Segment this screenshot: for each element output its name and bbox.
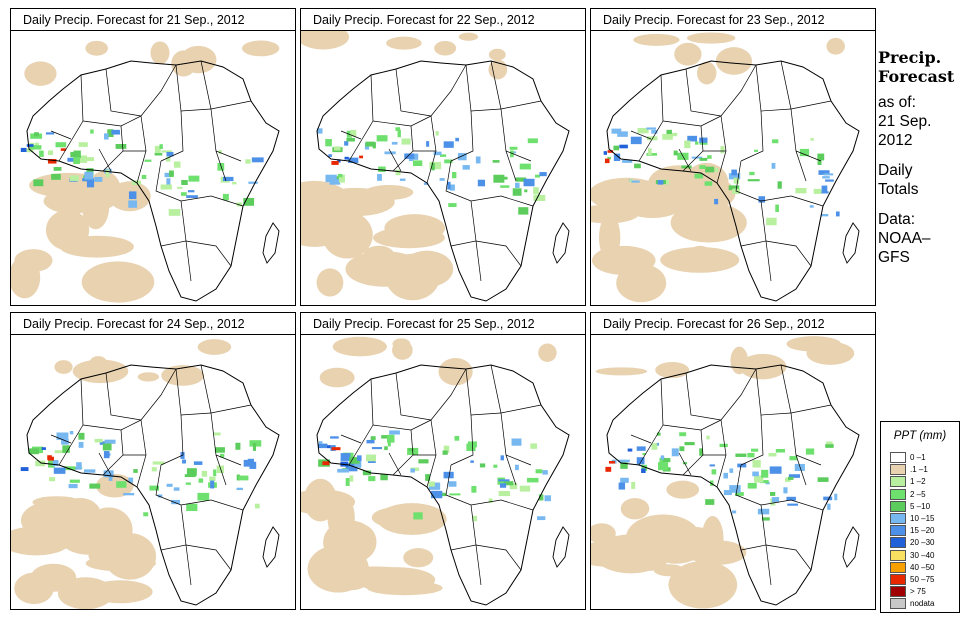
legend-swatch bbox=[890, 513, 906, 524]
legend-item: 1 –2 bbox=[890, 476, 958, 488]
asof-line1: as of: bbox=[878, 94, 916, 111]
forecast-panel-2: Daily Precip. Forecast for 22 Sep., 2012 bbox=[300, 8, 586, 306]
legend-label: 50 –75 bbox=[910, 575, 935, 584]
data-line3: GFS bbox=[878, 249, 910, 266]
legend-item: 10 –15 bbox=[890, 513, 958, 524]
legend-item: 15 –20 bbox=[890, 525, 958, 537]
legend-item: 5 –10 bbox=[890, 500, 958, 512]
heading-line1: Precip. bbox=[878, 48, 942, 67]
panel-title: Daily Precip. Forecast for 21 Sep., 2012 bbox=[11, 9, 295, 31]
legend-swatch bbox=[890, 598, 906, 610]
legend-item: 0 –1 bbox=[890, 452, 958, 463]
legend-label: nodata bbox=[910, 599, 935, 609]
legend-label: > 75 bbox=[910, 587, 926, 597]
forecast-panel-1: Daily Precip. Forecast for 21 Sep., 2012 bbox=[10, 8, 296, 306]
legend-label: 20 –30 bbox=[910, 538, 935, 548]
panel-title: Daily Precip. Forecast for 26 Sep., 2012 bbox=[591, 313, 875, 335]
panel-title: Daily Precip. Forecast for 23 Sep., 2012 bbox=[591, 9, 875, 31]
legend-item: > 75 bbox=[890, 586, 958, 598]
forecast-panel-6: Daily Precip. Forecast for 26 Sep., 2012 bbox=[590, 312, 876, 610]
precip-map bbox=[301, 335, 585, 609]
forecast-panel-4: Daily Precip. Forecast for 24 Sep., 2012 bbox=[10, 312, 296, 610]
legend-label: 40 –50 bbox=[910, 562, 935, 572]
precip-map bbox=[301, 31, 585, 305]
legend-swatch bbox=[890, 561, 906, 573]
precip-map bbox=[591, 31, 875, 305]
legend-label: .1 –1 bbox=[910, 465, 928, 475]
legend-item: 50 –75 bbox=[890, 574, 958, 585]
legend-title: PPT (mm) bbox=[893, 430, 947, 442]
legend-item: 30 –40 bbox=[890, 549, 958, 561]
forecast-panel-3: Daily Precip. Forecast for 23 Sep., 2012 bbox=[590, 8, 876, 306]
heading-line2: Forecast bbox=[878, 67, 955, 86]
legend-swatch bbox=[890, 574, 906, 585]
data-line2: NOAA– bbox=[878, 230, 931, 247]
asof-line2: 21 Sep. bbox=[878, 113, 932, 130]
legend-swatch bbox=[890, 476, 906, 488]
legend-swatch bbox=[890, 537, 906, 549]
legend-label: 30 –40 bbox=[910, 550, 935, 560]
legend-swatch bbox=[890, 586, 906, 598]
legend-swatch bbox=[890, 452, 906, 463]
legend-label: 5 –10 bbox=[910, 501, 931, 511]
legend-label: 10 –15 bbox=[910, 514, 935, 523]
legend-item: 2 –5 bbox=[890, 488, 958, 500]
legend-label: 1 –2 bbox=[910, 477, 926, 487]
legend-swatch bbox=[890, 488, 906, 500]
daily-line1: Daily bbox=[878, 162, 913, 179]
legend-item: nodata bbox=[890, 598, 958, 610]
precip-map bbox=[591, 335, 875, 609]
precip-map bbox=[11, 31, 295, 305]
asof-line3: 2012 bbox=[878, 132, 913, 149]
panel-title: Daily Precip. Forecast for 22 Sep., 2012 bbox=[301, 9, 585, 31]
precip-legend: PPT (mm) 0 –1 .1 –1 1 –2 2 –5 5 –10 10 –15 15 … bbox=[880, 421, 960, 613]
precip-map bbox=[11, 335, 295, 609]
legend-label: 0 –1 bbox=[910, 453, 926, 462]
panel-title: Daily Precip. Forecast for 24 Sep., 2012 bbox=[11, 313, 295, 335]
legend-swatch bbox=[890, 549, 906, 561]
daily-line2: Totals bbox=[878, 181, 919, 198]
legend-label: 2 –5 bbox=[910, 489, 926, 499]
legend-label: 15 –20 bbox=[910, 526, 935, 536]
info-sidebar: Precip. Forecast as of: 21 Sep. 2012 Dai… bbox=[878, 48, 963, 267]
panel-title: Daily Precip. Forecast for 25 Sep., 2012 bbox=[301, 313, 585, 335]
legend-item: .1 –1 bbox=[890, 464, 958, 476]
legend-swatch bbox=[890, 525, 906, 537]
legend-swatch bbox=[890, 464, 906, 476]
legend-item: 20 –30 bbox=[890, 537, 958, 549]
legend-item: 40 –50 bbox=[890, 561, 958, 573]
forecast-panel-5: Daily Precip. Forecast for 25 Sep., 2012 bbox=[300, 312, 586, 610]
data-line1: Data: bbox=[878, 211, 916, 228]
legend-swatch bbox=[890, 500, 906, 512]
